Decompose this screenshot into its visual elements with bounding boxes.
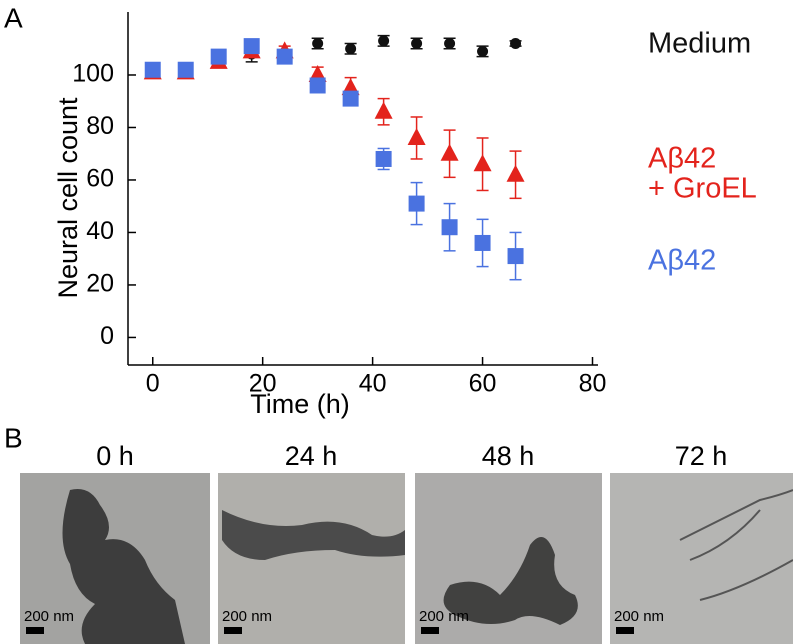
legend-label: Medium xyxy=(648,28,751,60)
micrograph xyxy=(218,473,405,644)
point xyxy=(441,219,458,236)
point xyxy=(312,37,324,49)
aggregate xyxy=(222,510,405,560)
scale-bar xyxy=(26,627,44,634)
scale-bar xyxy=(616,627,634,634)
point xyxy=(375,150,392,167)
point xyxy=(473,154,492,172)
y-tick-label: 80 xyxy=(86,112,114,140)
scale-label: 200 nm xyxy=(222,608,272,625)
point xyxy=(474,234,491,251)
scale-bar xyxy=(421,627,439,634)
point xyxy=(444,37,456,49)
legend-label: Aβ42 xyxy=(648,245,716,277)
panel-label: B xyxy=(4,422,23,453)
y-tick-label: 40 xyxy=(86,217,114,245)
image-caption: 72 h xyxy=(675,441,728,471)
point xyxy=(407,127,426,145)
point xyxy=(276,48,293,65)
image-caption: 48 h xyxy=(482,441,535,471)
legend-label: + GroEL xyxy=(648,173,757,205)
point xyxy=(440,143,459,161)
aggregate xyxy=(62,489,185,644)
point xyxy=(411,37,423,49)
x-tick-label: 60 xyxy=(469,370,497,398)
y-tick-label: 20 xyxy=(86,270,114,298)
scale-label: 200 nm xyxy=(614,608,664,625)
point xyxy=(309,77,326,94)
image-caption: 24 h xyxy=(285,441,338,471)
point xyxy=(378,35,390,47)
point xyxy=(510,37,522,49)
point xyxy=(342,90,359,107)
scale-bar xyxy=(224,627,242,634)
panel-label: A xyxy=(4,2,23,33)
point xyxy=(408,195,425,212)
y-tick-label: 100 xyxy=(72,60,114,88)
point xyxy=(210,48,227,65)
point xyxy=(506,164,525,182)
y-axis-title: Neural cell count xyxy=(53,97,83,299)
micrograph xyxy=(610,473,793,644)
point xyxy=(177,61,194,78)
x-tick-label: 20 xyxy=(249,370,277,398)
point xyxy=(477,45,489,57)
scale-label: 200 nm xyxy=(24,608,74,625)
x-tick-label: 80 xyxy=(579,370,607,398)
micrographs xyxy=(20,473,793,644)
fibril xyxy=(679,489,793,601)
legend-label: Aβ42 xyxy=(648,143,716,175)
point xyxy=(144,61,161,78)
x-tick-label: 40 xyxy=(359,370,387,398)
x-tick-label: 0 xyxy=(146,370,160,398)
point xyxy=(243,38,260,55)
aggregate xyxy=(443,537,578,625)
point xyxy=(374,101,393,119)
x-axis-title: Time (h) xyxy=(250,389,350,419)
scale-label: 200 nm xyxy=(419,608,469,625)
point xyxy=(345,43,357,55)
point xyxy=(507,248,524,265)
image-caption: 0 h xyxy=(96,441,134,471)
y-tick-label: 60 xyxy=(86,165,114,193)
y-tick-label: 0 xyxy=(100,322,114,350)
